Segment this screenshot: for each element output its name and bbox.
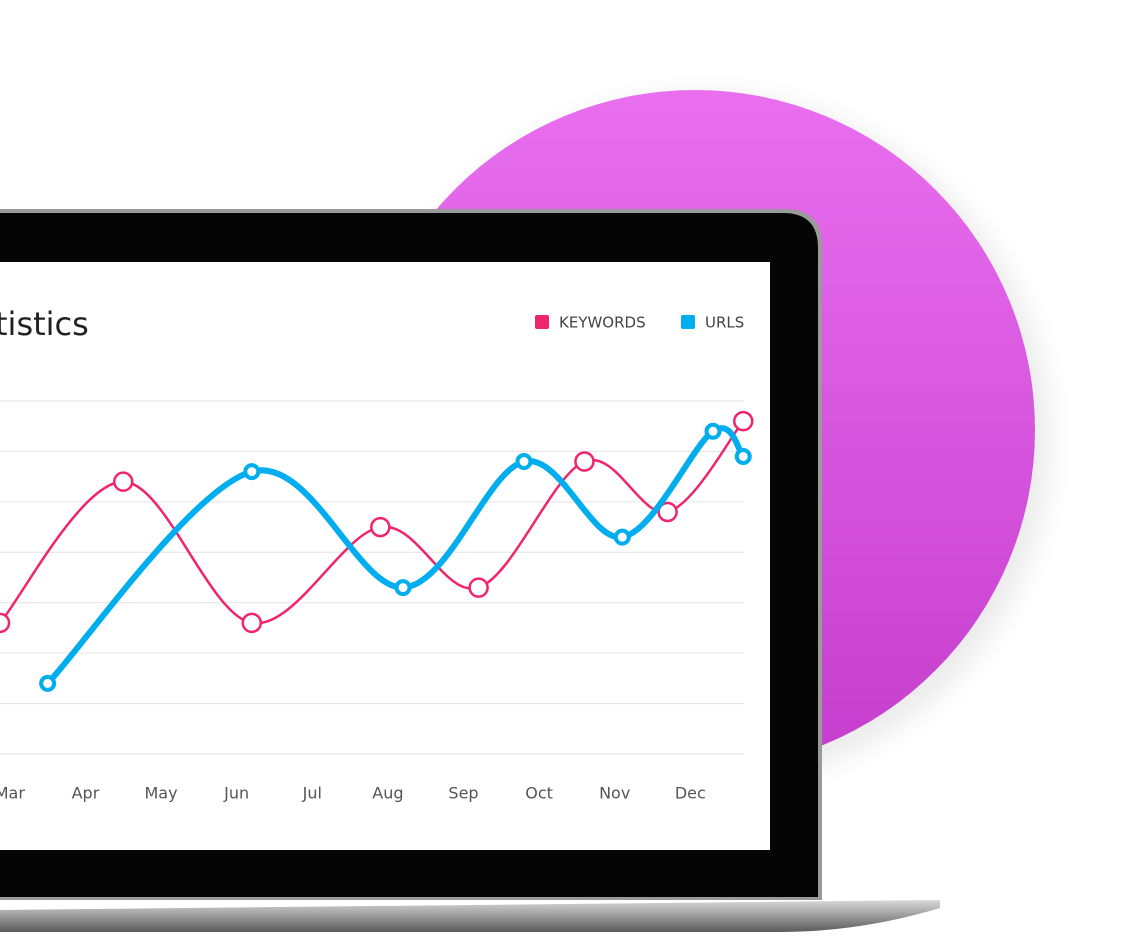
x-tick-label: Jun [223, 784, 249, 803]
line [45, 425, 746, 686]
x-tick-label: Jul [302, 784, 322, 803]
point [613, 528, 631, 546]
point [704, 422, 722, 440]
point [112, 471, 134, 492]
point [243, 463, 261, 481]
point [657, 501, 678, 523]
point [394, 579, 412, 597]
legend-label: KEYWORDS [559, 314, 646, 332]
point [241, 612, 263, 634]
x-tick-label: Apr [72, 784, 100, 803]
x-tick-label: Oct [525, 784, 553, 803]
point [574, 451, 595, 472]
point [0, 612, 11, 634]
x-tick-label: Nov [599, 784, 630, 803]
chart-title: tistics [0, 305, 89, 343]
x-tick-label: Aug [372, 784, 403, 803]
point [39, 674, 57, 692]
x-tick-label: May [145, 784, 178, 803]
legend-label: URLS [705, 314, 744, 332]
legend-swatch [681, 315, 695, 329]
point [370, 516, 391, 538]
x-tick-label: Sep [448, 784, 478, 803]
point [468, 577, 489, 598]
x-tick-label: Mar [0, 784, 25, 803]
screen [0, 262, 770, 850]
laptop-base [0, 900, 940, 932]
x-tick-label: Dec [675, 784, 706, 803]
point [734, 447, 752, 465]
point [732, 410, 754, 432]
chart: tistics Mar Apr May Jun Jul Aug Sep Oct Nov Dec KE… [0, 305, 754, 803]
point [515, 453, 533, 471]
legend-swatch [535, 315, 549, 329]
